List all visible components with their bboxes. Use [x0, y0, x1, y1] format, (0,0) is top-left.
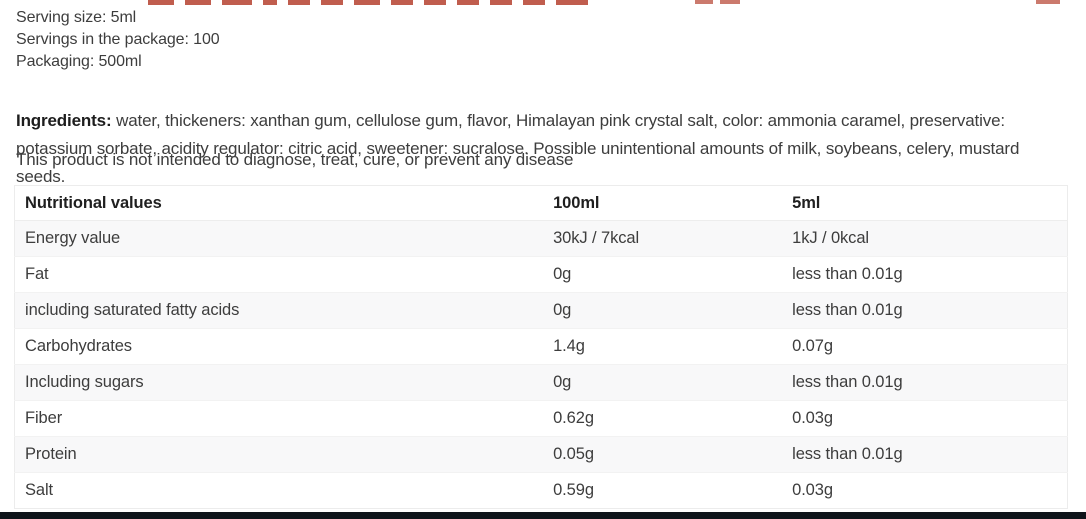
table-cell: 0.05g — [543, 436, 783, 473]
table-cell: Fat — [14, 256, 544, 293]
bottom-divider-bar — [0, 512, 1086, 519]
table-cell: 0.03g — [782, 400, 1068, 437]
ingredients-label: Ingredients: — [16, 111, 112, 130]
header-nutritional-values: Nutritional values — [14, 185, 544, 221]
table-row: Fat 0g less than 0.01g — [14, 256, 1068, 293]
clipped-red-heading-fragment — [1036, 0, 1060, 4]
clipped-red-heading-fragment — [720, 0, 740, 4]
table-cell: 0g — [543, 292, 783, 329]
clipped-red-heading — [148, 0, 588, 5]
packaging-line: Packaging: 500ml — [16, 53, 142, 70]
table-row: Carbohydrates 1.4g 0.07g — [14, 328, 1068, 365]
disclaimer-text: This product is not intended to diagnose… — [16, 150, 574, 169]
table-cell: Including sugars — [14, 364, 544, 401]
table-row: Including sugars 0g less than 0.01g — [14, 364, 1068, 401]
servings-in-package-line: Servings in the package: 100 — [16, 31, 220, 48]
table-row: Fiber 0.62g 0.03g — [14, 400, 1068, 437]
clipped-red-heading-fragment — [695, 0, 713, 4]
table-cell: less than 0.01g — [782, 436, 1068, 473]
table-cell: including saturated fatty acids — [14, 292, 544, 329]
table-cell: Salt — [25, 481, 54, 499]
table-cell: less than 0.01g — [782, 364, 1068, 401]
table-row: including saturated fatty acids 0g less th… — [14, 292, 1068, 329]
table-cell: Protein — [14, 436, 544, 473]
table-cell: 0.03g — [792, 481, 833, 499]
table-cell: less than 0.01g — [782, 292, 1068, 329]
table-cell: 1kJ / 0kcal — [782, 220, 1068, 257]
ingredients-paragraph: Ingredients: water, thickeners: xanthan … — [16, 107, 1072, 191]
nutrition-table: Nutritional values 100ml 5ml Energy valu… — [14, 185, 1068, 509]
product-info: Serving size: 5ml Servings in the packag… — [16, 7, 220, 73]
table-row: Energy value 30kJ / 7kcal 1kJ / 0kcal — [14, 220, 1068, 257]
table-cell: 0g — [543, 256, 783, 293]
table-cell: Carbohydrates — [14, 328, 544, 365]
table-cell: Fiber — [14, 400, 544, 437]
nutrition-table-body: Energy value 30kJ / 7kcal 1kJ / 0kcal Fat 0g… — [14, 220, 1068, 509]
ingredients-text: water, thickeners: xanthan gum, cellulos… — [16, 111, 1020, 186]
table-cell: 30kJ / 7kcal — [543, 220, 783, 257]
table-cell: 0.59g — [553, 481, 594, 499]
table-cell: 0.62g — [543, 400, 783, 437]
table-cell: 1.4g — [543, 328, 783, 365]
serving-size-line: Serving size: 5ml — [16, 9, 137, 26]
header-100ml: 100ml — [543, 185, 783, 221]
header-5ml: 5ml — [782, 185, 1068, 221]
table-cell: less than 0.01g — [782, 256, 1068, 293]
table-header-row: Nutritional values 100ml 5ml — [14, 185, 1068, 221]
table-cell: Energy value — [14, 220, 544, 257]
table-cell: 0.07g — [782, 328, 1068, 365]
table-cell: 0g — [543, 364, 783, 401]
table-row: Protein 0.05g less than 0.01g — [14, 436, 1068, 473]
table-row: Salt 0.59g 0.03g — [15, 473, 1068, 509]
